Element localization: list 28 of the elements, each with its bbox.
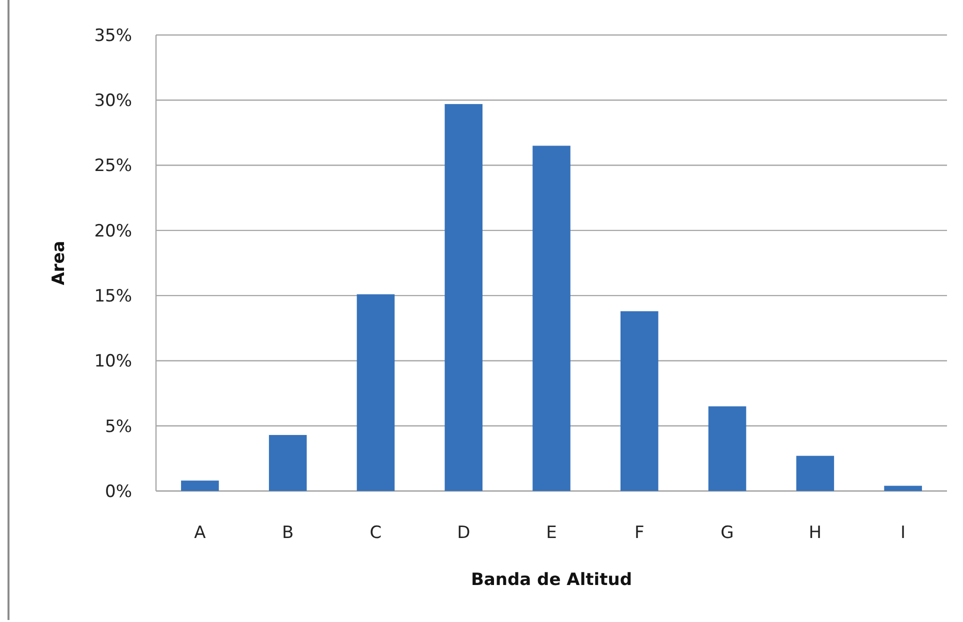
y-axis-title: Area <box>49 240 69 286</box>
x-axis-title: Banda de Altitud <box>470 570 632 590</box>
y-tick-label: 15% <box>94 286 132 307</box>
x-tick-label: I <box>900 523 906 543</box>
x-tick-label: F <box>634 523 644 543</box>
bar <box>796 456 834 491</box>
x-tick-label: H <box>808 523 822 543</box>
x-tick-label: G <box>720 523 734 543</box>
x-tick-label: A <box>194 523 206 543</box>
x-tick-label: B <box>282 523 294 543</box>
bar <box>884 486 922 491</box>
y-tick-label: 25% <box>94 156 132 176</box>
y-tick-label: 20% <box>94 221 132 242</box>
bar <box>268 434 307 491</box>
bar <box>444 104 483 491</box>
y-tick-label: 0% <box>105 482 132 502</box>
bar <box>532 146 570 491</box>
x-tick-label: E <box>546 523 557 543</box>
bar <box>620 311 658 491</box>
bar <box>181 480 219 491</box>
y-tick-label: 30% <box>94 91 132 112</box>
y-tick-label: 5% <box>105 416 132 437</box>
x-tick-label: C <box>370 523 382 543</box>
x-tick-label: D <box>457 523 470 543</box>
y-tick-label: 35% <box>94 26 132 46</box>
y-tick-label: 10% <box>94 352 132 372</box>
bar <box>356 294 395 491</box>
bar <box>708 406 746 491</box>
